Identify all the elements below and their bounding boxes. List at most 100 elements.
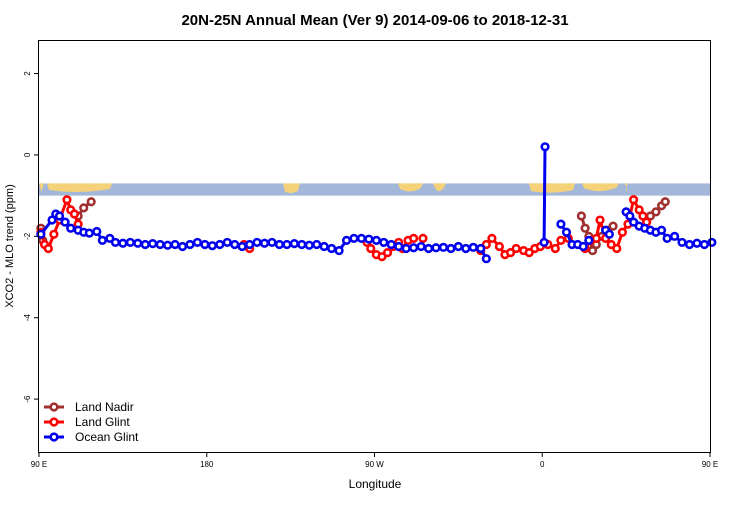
data-point — [267, 237, 277, 248]
x-tick-label: 90 E — [702, 460, 718, 469]
data-point — [215, 239, 225, 250]
x-tick-label: 90 E — [31, 460, 47, 469]
data-point — [364, 234, 374, 244]
data-point — [634, 205, 644, 215]
map-land — [47, 183, 112, 193]
data-point — [192, 237, 203, 248]
data-point — [612, 243, 622, 254]
data-point — [371, 235, 381, 245]
data-point — [431, 243, 441, 253]
data-point — [105, 233, 115, 243]
data-point — [36, 229, 46, 239]
series-line — [542, 146, 547, 243]
data-point — [118, 238, 128, 248]
data-point — [304, 240, 314, 250]
data-point — [259, 238, 270, 248]
map-land — [283, 183, 300, 193]
data-point — [699, 239, 710, 250]
data-point — [386, 239, 396, 250]
map-strip — [39, 183, 710, 196]
data-point — [319, 241, 329, 252]
map-land — [529, 183, 575, 193]
y-tick-label: 2 — [23, 71, 32, 76]
data-point — [608, 221, 618, 231]
data-point — [524, 248, 534, 258]
data-point — [148, 239, 158, 249]
data-point — [60, 217, 70, 227]
data-point — [662, 233, 672, 243]
data-point — [312, 239, 322, 250]
data-point — [237, 241, 247, 252]
data-point — [356, 233, 367, 243]
data-point — [47, 215, 57, 225]
data-point — [578, 241, 588, 252]
data-point — [297, 239, 307, 250]
data-point — [200, 239, 210, 250]
data-point — [140, 239, 150, 250]
data-point — [584, 235, 594, 245]
data-point — [476, 243, 486, 254]
data-point — [252, 237, 262, 248]
data-point — [461, 243, 471, 254]
data-point — [511, 243, 521, 254]
data-point — [494, 241, 504, 252]
data-point — [487, 233, 497, 243]
data-point — [222, 237, 232, 248]
data-point — [669, 231, 680, 241]
data-point — [110, 237, 121, 248]
data-point — [625, 211, 635, 221]
data-point — [416, 241, 426, 252]
data-point — [660, 197, 670, 207]
data-point — [66, 223, 76, 233]
x-tick-label: 180 — [200, 460, 214, 469]
x-tick-label: 0 — [540, 460, 545, 469]
data-point — [155, 239, 165, 250]
data-point — [595, 215, 605, 225]
data-point — [651, 207, 661, 217]
data-point — [423, 243, 434, 254]
data-point — [409, 243, 419, 253]
data-point — [677, 237, 687, 248]
data-point — [69, 209, 80, 219]
data-point — [561, 227, 572, 237]
y-axis-label: XCO2 - MLO trend (ppm) — [4, 184, 16, 307]
legend-swatch-marker — [49, 417, 59, 427]
data-point — [617, 227, 627, 237]
data-point — [177, 241, 188, 252]
data-point — [185, 239, 195, 250]
series-ocean-glint — [36, 142, 717, 264]
x-tick-label: 90 W — [365, 460, 384, 469]
map-land — [398, 183, 423, 192]
data-point — [628, 195, 639, 205]
data-point — [628, 217, 639, 227]
data-point — [580, 223, 590, 233]
legend-label: Land Glint — [75, 415, 130, 429]
y-tick-label: 0 — [23, 152, 32, 157]
data-point — [505, 248, 516, 258]
data-point — [556, 219, 566, 229]
data-point — [539, 237, 549, 248]
map-land — [39, 183, 44, 193]
map-land — [625, 183, 628, 192]
data-point — [170, 239, 180, 250]
legend-label: Ocean Glint — [75, 430, 139, 444]
data-point — [282, 239, 292, 250]
data-point — [86, 197, 96, 207]
map-land — [582, 183, 619, 192]
series-land-glint — [36, 195, 652, 262]
data-point — [125, 237, 135, 248]
data-point — [468, 242, 478, 252]
data-point — [327, 243, 337, 254]
data-point — [394, 241, 404, 252]
legend-swatch-marker — [49, 432, 59, 442]
data-point — [54, 211, 65, 221]
data-point — [707, 237, 717, 248]
data-point — [377, 252, 387, 262]
series-layer — [36, 142, 717, 264]
data-point — [289, 239, 299, 249]
data-point — [230, 239, 240, 250]
data-point — [556, 235, 566, 245]
data-point — [656, 225, 667, 235]
data-point — [453, 241, 463, 252]
